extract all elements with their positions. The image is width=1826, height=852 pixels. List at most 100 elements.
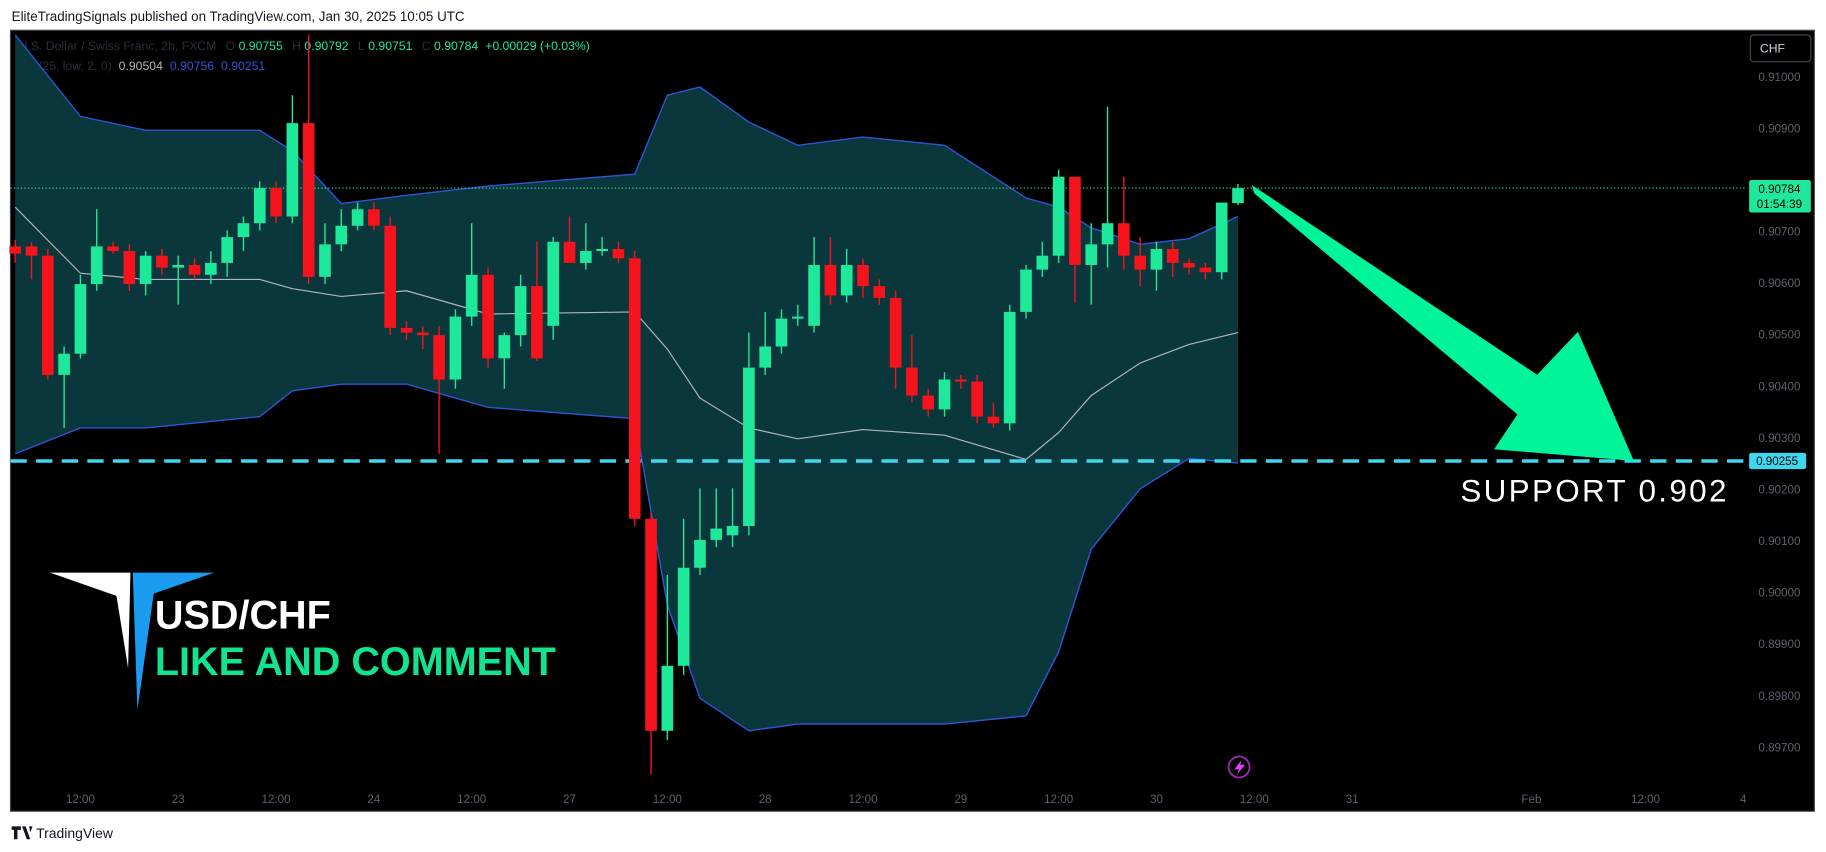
candle-body <box>563 241 576 263</box>
legend-line-2: BB (25, low, 2, 0) 0.90504 0.90756 0.90251 <box>19 59 266 73</box>
alert-icon[interactable] <box>1227 755 1251 779</box>
candle-body <box>384 225 397 328</box>
tv-logo <box>11 826 33 840</box>
y-tick-label: 0.90100 <box>1758 535 1801 548</box>
logo-blue <box>132 572 215 710</box>
currency-button-label[interactable]: CHF <box>1760 41 1785 55</box>
candle-body <box>726 525 739 536</box>
legend-ohlc-value: 0.90755 <box>239 39 283 53</box>
candle-body <box>628 258 641 519</box>
candle-body <box>188 264 201 275</box>
candle-body <box>1134 255 1146 270</box>
band-basis <box>14 206 1239 461</box>
down-arrow <box>1251 185 1634 461</box>
legend-line-1: U.S. Dollar / Swiss Franc, 2h, FXCM O 0.90… <box>19 39 590 53</box>
y-tick-label: 0.91000 <box>1758 71 1801 84</box>
candle-body <box>1150 248 1163 270</box>
y-tick-label: 0.90500 <box>1758 329 1801 342</box>
candle-body <box>351 209 364 226</box>
legend-ohlc-value: 0.90792 <box>304 39 348 53</box>
x-tick-label: 12:00 <box>1240 793 1270 806</box>
y-tick-label: 0.90600 <box>1758 277 1801 290</box>
candle-body <box>759 346 771 368</box>
candle-body <box>824 264 837 296</box>
chart-layer: U.S. Dollar / Swiss Franc, 2h, FXCM O 0.90… <box>9 34 1811 806</box>
candle-body <box>938 379 951 410</box>
support-annotation: SUPPORT 0.902 <box>1460 474 1728 509</box>
candle-body <box>873 286 886 298</box>
candle-body <box>1020 269 1032 312</box>
candle-body <box>25 246 38 256</box>
candle-body <box>889 297 902 368</box>
x-tick-label: 27 <box>563 793 576 806</box>
candle-body <box>270 188 282 217</box>
candle-body <box>237 223 250 238</box>
x-tick-label: 30 <box>1150 793 1163 806</box>
candle-body <box>41 255 54 375</box>
candle-body <box>677 567 690 666</box>
candle-body <box>319 244 331 277</box>
x-tick-label: 31 <box>1346 793 1359 806</box>
candle-body <box>580 251 592 263</box>
publish-header: EliteTradingSignals published on Trading… <box>12 9 465 24</box>
footer-brand: TradingView <box>36 825 114 841</box>
countdown-label: 01:54:39 <box>1757 198 1802 211</box>
y-tick-label: 0.90400 <box>1758 380 1801 393</box>
candle-body <box>954 379 967 382</box>
legend-ohlc-key: C <box>422 39 431 53</box>
candle-body <box>416 332 429 336</box>
candle-body <box>971 381 983 417</box>
x-tick-label: 12:00 <box>848 793 878 806</box>
candle-body <box>791 316 804 319</box>
y-tick-label: 0.90000 <box>1758 587 1801 600</box>
call-to-action: LIKE AND COMMENT <box>155 640 556 684</box>
candle-body <box>498 335 511 359</box>
candle-body <box>368 209 380 226</box>
candle-body <box>9 246 22 254</box>
candle-body <box>645 518 657 731</box>
candle-body <box>857 264 869 287</box>
x-tick-label: 28 <box>759 793 772 806</box>
candle-body <box>775 318 788 347</box>
candle-body <box>172 264 185 268</box>
x-tick-label: Feb <box>1521 793 1541 806</box>
candle-body <box>840 264 853 296</box>
y-tick-label: 0.89900 <box>1758 638 1801 651</box>
x-tick-label: 12:00 <box>1044 793 1074 806</box>
candle-body <box>1215 202 1228 273</box>
x-tick-label: 12:00 <box>1631 793 1661 806</box>
support-price-label: 0.90255 <box>1756 455 1798 468</box>
x-tick-label: 24 <box>367 793 380 806</box>
candle-body <box>661 665 674 731</box>
candle-body <box>449 316 462 380</box>
candle-body <box>465 274 478 317</box>
y-tick-label: 0.89800 <box>1758 690 1801 703</box>
candle-body <box>1003 311 1016 424</box>
candle-body <box>286 123 299 217</box>
candle-body <box>1232 188 1244 204</box>
band-fill <box>15 34 1238 731</box>
y-tick-label: 0.89700 <box>1758 741 1801 754</box>
x-tick-label: 29 <box>954 793 967 806</box>
y-tick-label: 0.90700 <box>1758 226 1801 239</box>
candle-body <box>205 262 217 275</box>
candle-body <box>612 248 625 259</box>
legend-bb-value: 0.90504 <box>119 59 163 73</box>
candle-body <box>221 237 233 263</box>
candle-body <box>922 395 935 410</box>
x-tick-label: 12:00 <box>66 793 96 806</box>
candle-body <box>400 327 413 333</box>
candle-body <box>1036 255 1049 270</box>
currency-button[interactable] <box>1749 34 1812 63</box>
x-tick-label: 12:00 <box>262 793 292 806</box>
logo-white <box>50 572 131 669</box>
candle-body <box>596 248 608 252</box>
x-tick-label: 4 <box>1740 793 1747 806</box>
legend-bb-value: 0.90756 <box>170 59 214 73</box>
legend-symbol: U.S. Dollar / Swiss Franc, 2h, FXCM <box>19 39 217 53</box>
candle-body <box>1101 223 1114 245</box>
pair-label: USD/CHF <box>155 594 331 638</box>
candle-body <box>58 353 70 375</box>
candle-body <box>156 255 168 268</box>
